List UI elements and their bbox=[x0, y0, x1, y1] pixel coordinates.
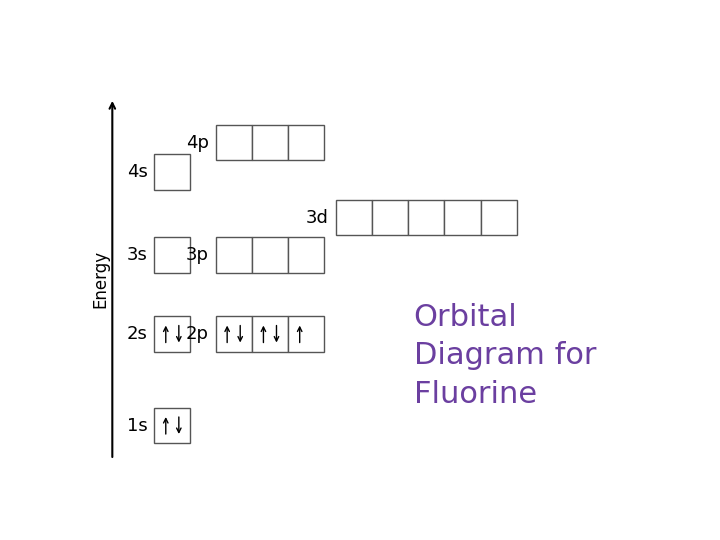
Text: 3p: 3p bbox=[186, 246, 209, 264]
Text: 2s: 2s bbox=[127, 325, 148, 343]
Text: 3d: 3d bbox=[306, 208, 329, 227]
Text: 3s: 3s bbox=[127, 246, 148, 264]
Text: Energy: Energy bbox=[91, 250, 109, 308]
Bar bbox=[481, 200, 517, 235]
Bar bbox=[288, 125, 324, 160]
Bar bbox=[154, 154, 190, 190]
Text: 2p: 2p bbox=[186, 325, 209, 343]
Bar bbox=[252, 238, 288, 273]
Bar bbox=[252, 125, 288, 160]
Bar bbox=[252, 316, 288, 352]
Bar bbox=[288, 238, 324, 273]
Text: 4s: 4s bbox=[127, 163, 148, 181]
Bar bbox=[154, 238, 190, 273]
Bar bbox=[288, 316, 324, 352]
Bar bbox=[215, 316, 252, 352]
Bar bbox=[444, 200, 481, 235]
Bar bbox=[372, 200, 408, 235]
Bar bbox=[215, 238, 252, 273]
Bar bbox=[154, 316, 190, 352]
Text: 4p: 4p bbox=[186, 134, 209, 152]
Bar bbox=[336, 200, 372, 235]
Bar bbox=[154, 408, 190, 443]
Text: Orbital
Diagram for
Fluorine: Orbital Diagram for Fluorine bbox=[413, 303, 596, 409]
Bar bbox=[408, 200, 444, 235]
Bar bbox=[215, 125, 252, 160]
Text: 1s: 1s bbox=[127, 416, 148, 435]
